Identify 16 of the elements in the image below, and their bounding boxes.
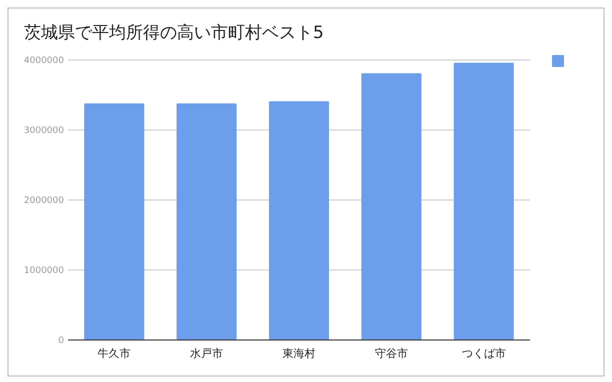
x-tick-label: 牛久市 [98,347,131,360]
x-tick-label: 水戸市 [190,347,224,360]
x-tick-label: つくば市 [462,347,506,360]
bar [84,103,144,340]
bar [268,101,330,340]
y-tick-label: 1000000 [24,266,64,276]
y-tick-label: 3000000 [24,126,64,136]
x-tick-label: 東海村 [282,347,316,360]
y-tick-label: 4000000 [24,56,64,66]
bar [454,62,514,340]
x-tick-label: 守谷市 [374,347,408,360]
chart-title: 茨城県で平均所得の高い市町村ベスト5 [24,23,324,43]
bar [361,73,422,340]
y-tick-label: 2000000 [24,196,64,206]
bar [176,103,237,340]
y-tick-label: 0 [58,336,64,346]
